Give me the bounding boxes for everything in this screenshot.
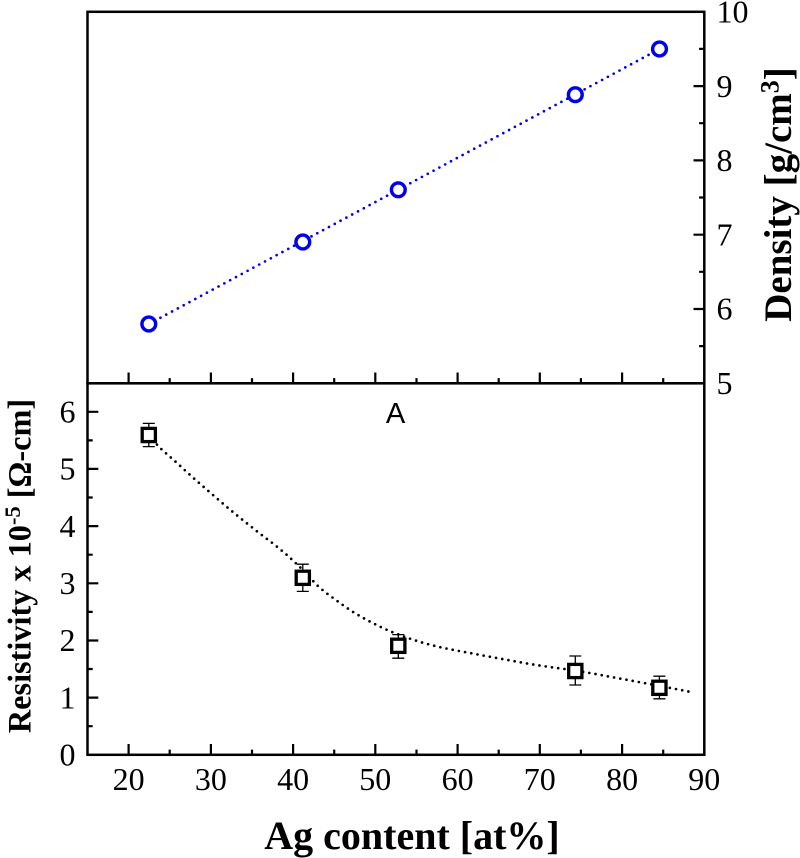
svg-text:90: 90 (688, 761, 720, 797)
svg-text:Ag content [at%]: Ag content [at%] (264, 813, 560, 858)
svg-text:60: 60 (442, 761, 474, 797)
svg-text:0: 0 (60, 737, 76, 773)
svg-text:1: 1 (60, 679, 76, 715)
svg-text:50: 50 (359, 761, 391, 797)
svg-text:80: 80 (606, 761, 638, 797)
svg-text:A: A (386, 398, 406, 430)
svg-text:6: 6 (717, 291, 733, 327)
svg-text:5: 5 (717, 365, 733, 401)
svg-text:10: 10 (717, 0, 749, 30)
svg-text:4: 4 (60, 508, 76, 544)
svg-text:40: 40 (277, 761, 309, 797)
svg-text:70: 70 (524, 761, 556, 797)
svg-text:Density [g/cm3]: Density [g/cm3] (756, 67, 800, 322)
svg-text:7: 7 (717, 216, 733, 252)
svg-text:Resistivity x 10-5 [Ω-cm]: Resistivity x 10-5 [Ω-cm] (0, 399, 38, 733)
svg-text:5: 5 (60, 451, 76, 487)
svg-text:2: 2 (60, 622, 76, 658)
svg-text:20: 20 (113, 761, 145, 797)
svg-text:9: 9 (717, 68, 733, 104)
svg-text:30: 30 (195, 761, 227, 797)
svg-text:3: 3 (60, 565, 76, 601)
svg-text:8: 8 (717, 142, 733, 178)
svg-text:6: 6 (60, 394, 76, 430)
